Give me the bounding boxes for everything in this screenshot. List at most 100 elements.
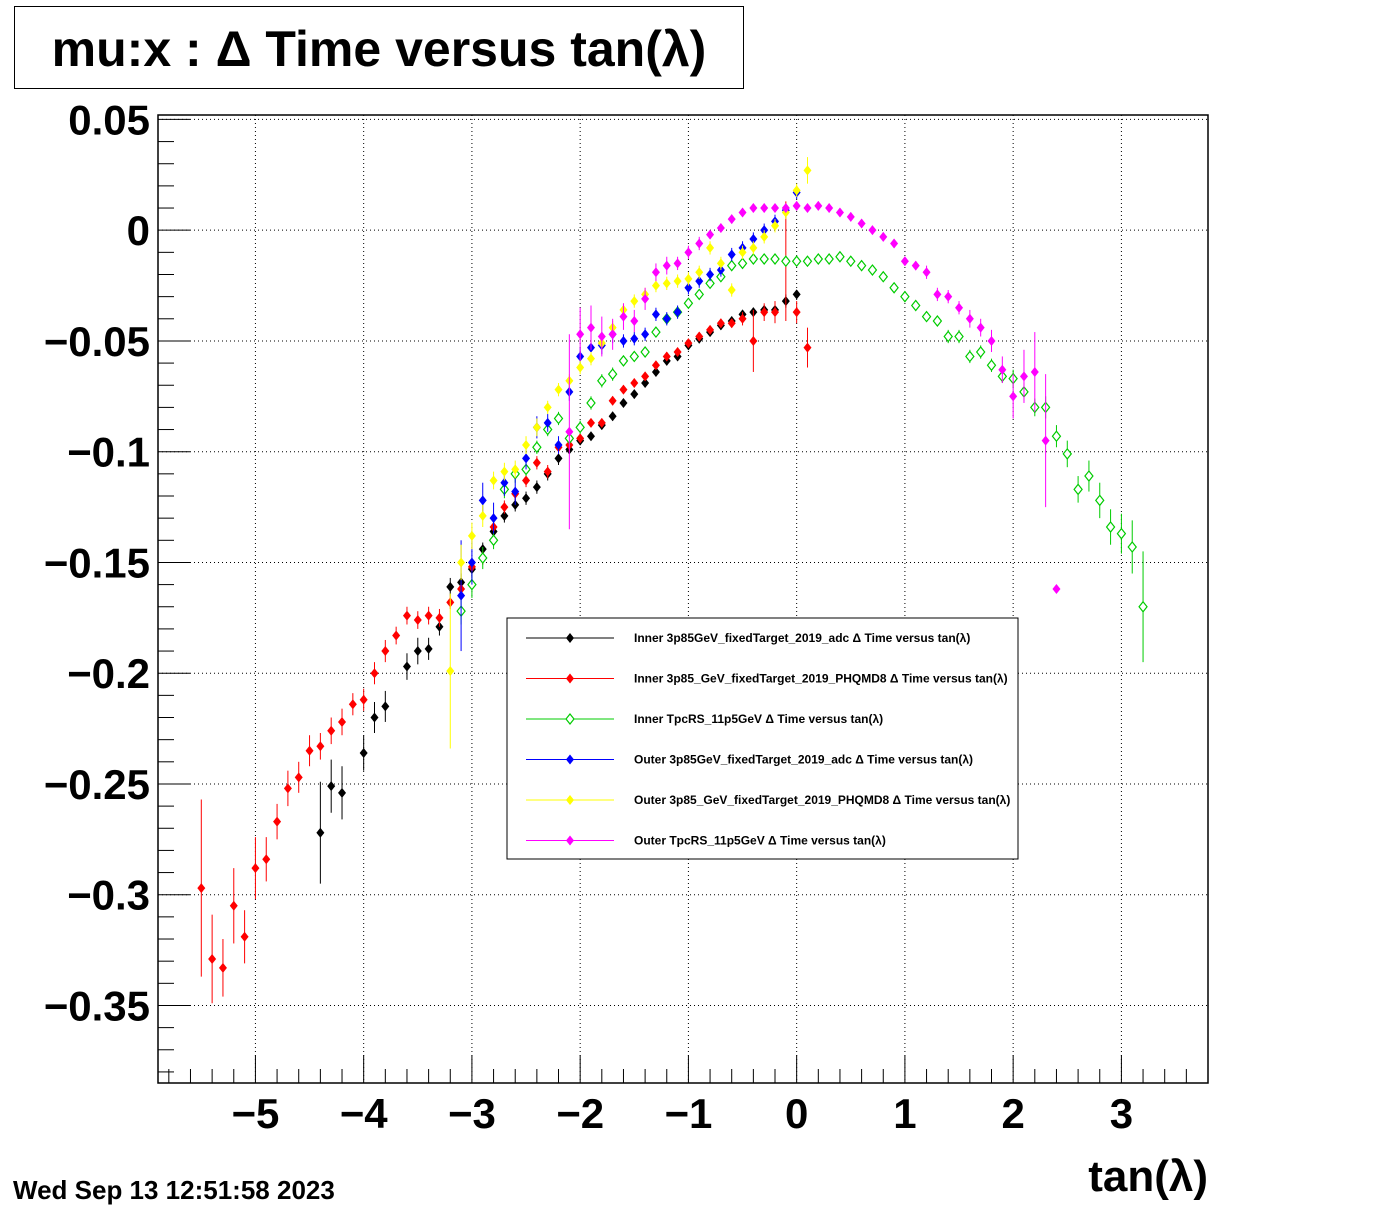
legend-entry-6: Outer TpcRS_11p5GeV Δ Time versus tan(λ) <box>526 834 886 848</box>
x-tick-label: 0 <box>785 1090 808 1137</box>
data-point <box>1030 366 1039 377</box>
data-point <box>965 313 974 324</box>
data-point <box>305 745 314 756</box>
axis-ticks <box>158 118 1187 1083</box>
legend-entry-2: Inner 3p85_GeV_fixedTarget_2019_PHQMD8 Δ… <box>526 672 1008 686</box>
x-tick-label: −4 <box>340 1090 389 1137</box>
data-series <box>197 157 1148 1004</box>
data-point <box>846 255 856 268</box>
data-point <box>576 433 585 444</box>
data-point <box>392 630 401 641</box>
data-point <box>684 247 693 258</box>
data-point <box>608 329 617 340</box>
y-tick-label: −0.25 <box>44 761 150 808</box>
data-point <box>771 307 780 318</box>
legend-marker <box>565 713 575 725</box>
data-point <box>900 256 909 267</box>
data-point <box>867 264 878 277</box>
data-point <box>424 643 433 654</box>
data-point <box>327 781 336 792</box>
x-axis-title: tan(λ) <box>1088 1152 1208 1201</box>
data-point <box>749 242 758 253</box>
data-point <box>975 346 986 358</box>
data-point <box>619 397 628 408</box>
data-point <box>706 269 715 280</box>
data-point <box>781 255 791 268</box>
data-point <box>619 335 628 346</box>
data-point <box>706 229 715 240</box>
data-point <box>684 338 693 349</box>
data-point <box>910 299 921 312</box>
data-point <box>694 288 705 301</box>
data-point <box>716 318 725 329</box>
data-point <box>760 203 769 214</box>
data-point <box>955 302 964 313</box>
data-point <box>435 612 444 623</box>
data-point <box>1127 540 1137 553</box>
data-point <box>932 315 943 327</box>
data-point <box>695 267 704 278</box>
data-point <box>737 257 748 270</box>
data-point <box>1094 494 1105 507</box>
data-point <box>630 378 639 389</box>
data-point <box>283 783 292 794</box>
data-point <box>1084 470 1094 483</box>
data-point <box>791 255 802 268</box>
data-point <box>911 260 920 271</box>
data-point <box>792 289 801 300</box>
data-point <box>586 322 595 333</box>
data-point <box>273 816 282 827</box>
data-point <box>889 281 899 294</box>
chart-title: mu:x : Δ Time versus tan(λ) <box>51 21 707 77</box>
legend-label: Outer 3p85GeV_fixedTarget_2019_adc Δ Tim… <box>634 753 973 767</box>
datestamp: Wed Sep 13 12:51:58 2023 <box>13 1175 335 1205</box>
data-point <box>586 353 595 364</box>
legend-box <box>506 617 1019 860</box>
data-point <box>824 253 834 265</box>
data-point <box>1009 391 1018 402</box>
data-point <box>792 185 801 196</box>
data-point <box>662 351 671 362</box>
data-point <box>402 661 411 672</box>
data-point <box>619 384 628 395</box>
data-point <box>576 329 585 340</box>
data-point <box>543 417 552 428</box>
data-point <box>586 397 596 409</box>
legend-marker <box>566 835 574 846</box>
y-tick-label: −0.3 <box>67 872 150 919</box>
data-point <box>803 342 812 353</box>
data-point <box>727 214 736 225</box>
legend-entry-4: Outer 3p85GeV_fixedTarget_2019_adc Δ Tim… <box>526 753 973 767</box>
data-point <box>651 366 660 377</box>
data-point <box>998 364 1007 375</box>
data-point <box>413 615 422 626</box>
data-point <box>489 513 498 524</box>
data-point <box>802 255 813 268</box>
legend-entry-1: Inner 3p85GeV_fixedTarget_2019_adc Δ Tim… <box>526 631 970 645</box>
data-point <box>500 510 509 521</box>
data-point <box>695 238 704 249</box>
data-point <box>835 250 845 263</box>
data-point <box>738 313 747 324</box>
data-point <box>835 207 844 218</box>
data-point <box>413 646 422 657</box>
legend-label: Inner 3p85_GeV_fixedTarget_2019_PHQMD8 Δ… <box>634 672 1008 686</box>
data-point <box>986 359 997 372</box>
data-point <box>608 411 617 422</box>
data-point <box>641 293 650 304</box>
data-point <box>197 883 206 894</box>
data-point <box>467 557 476 568</box>
title-box: mu:x : Δ Time versus tan(λ) <box>14 6 744 89</box>
data-point <box>792 307 801 318</box>
data-point <box>716 258 725 269</box>
data-point <box>695 331 704 342</box>
data-point <box>478 495 487 506</box>
grid-lines <box>158 115 1208 1083</box>
data-point <box>900 290 910 303</box>
y-tick-label: −0.2 <box>67 650 150 697</box>
data-point <box>251 863 260 874</box>
data-point <box>781 203 790 214</box>
data-point <box>965 350 975 363</box>
data-point <box>1073 483 1083 496</box>
